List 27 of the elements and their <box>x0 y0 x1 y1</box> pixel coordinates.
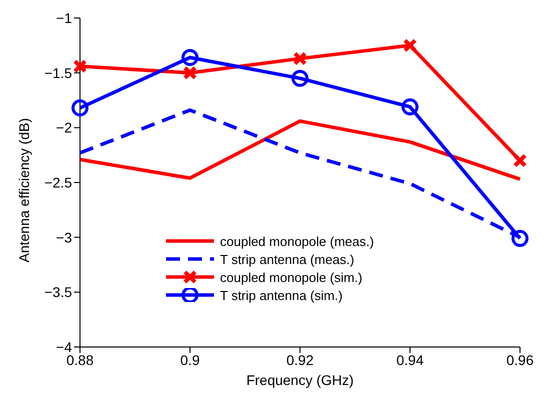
y-tick-label: −3.5 <box>44 284 72 300</box>
point <box>72 99 88 116</box>
y-tick-label: −2 <box>56 120 72 136</box>
x-tick-label: 0.9 <box>180 352 200 368</box>
legend-label: T strip antenna (sim.) <box>220 288 343 302</box>
point <box>513 154 527 168</box>
y-axis-title: Antenna efficiency (dB) <box>16 118 32 262</box>
point <box>512 230 528 247</box>
point <box>293 52 307 66</box>
legend-label: coupled monopole (meas.) <box>220 234 374 248</box>
x-axis-title: Frequency (GHz) <box>246 372 354 388</box>
line-series <box>78 119 522 181</box>
point <box>403 38 417 52</box>
point <box>183 66 197 80</box>
x-tick-label: 0.96 <box>506 352 534 368</box>
x-tick-label: 0.92 <box>286 352 314 368</box>
point <box>73 59 87 74</box>
y-tick-label: −1.5 <box>44 64 72 81</box>
legend-label: T strip antenna (meas.) <box>220 252 354 266</box>
point <box>292 70 308 87</box>
point <box>182 48 198 66</box>
point <box>402 98 418 116</box>
y-tick-label: −2.5 <box>44 174 72 190</box>
y-tick-label: −3 <box>56 229 72 246</box>
x-tick-label: 0.94 <box>396 352 424 368</box>
y-tick-label: −1 <box>56 10 72 26</box>
legend-label: coupled monopole (sim.) <box>220 270 362 284</box>
